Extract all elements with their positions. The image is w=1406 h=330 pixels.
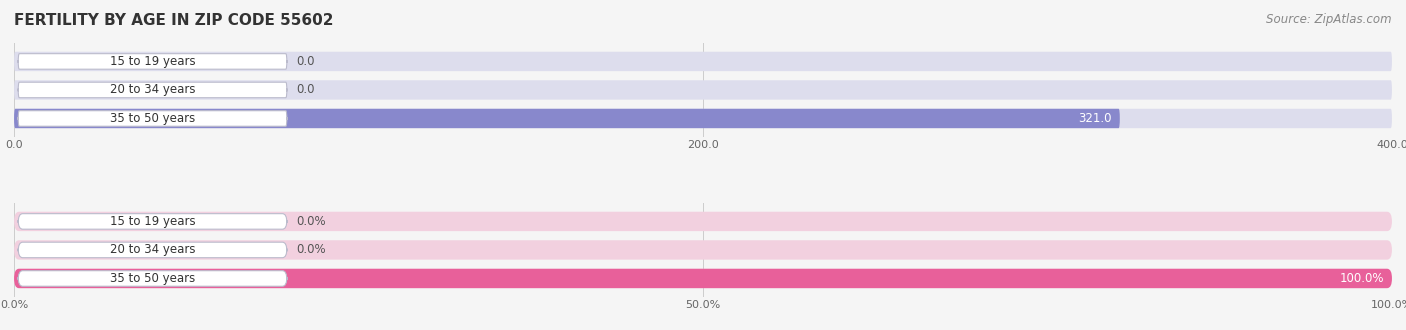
FancyBboxPatch shape (18, 214, 287, 229)
FancyBboxPatch shape (18, 54, 287, 69)
Text: 0.0: 0.0 (297, 55, 315, 68)
Text: 15 to 19 years: 15 to 19 years (110, 55, 195, 68)
FancyBboxPatch shape (18, 82, 287, 98)
Text: Source: ZipAtlas.com: Source: ZipAtlas.com (1267, 13, 1392, 26)
Text: 0.0: 0.0 (297, 83, 315, 96)
Text: 321.0: 321.0 (1078, 112, 1112, 125)
FancyBboxPatch shape (14, 269, 1392, 288)
Text: 35 to 50 years: 35 to 50 years (110, 112, 195, 125)
FancyBboxPatch shape (18, 271, 287, 286)
Text: 15 to 19 years: 15 to 19 years (110, 215, 195, 228)
FancyBboxPatch shape (18, 111, 287, 126)
FancyBboxPatch shape (14, 269, 1392, 288)
FancyBboxPatch shape (14, 52, 1392, 71)
FancyBboxPatch shape (14, 240, 1392, 260)
Text: FERTILITY BY AGE IN ZIP CODE 55602: FERTILITY BY AGE IN ZIP CODE 55602 (14, 13, 333, 28)
FancyBboxPatch shape (14, 109, 1119, 128)
FancyBboxPatch shape (14, 212, 1392, 231)
Text: 20 to 34 years: 20 to 34 years (110, 83, 195, 96)
Text: 100.0%: 100.0% (1339, 272, 1384, 285)
Text: 0.0%: 0.0% (297, 244, 326, 256)
FancyBboxPatch shape (18, 242, 287, 258)
Text: 35 to 50 years: 35 to 50 years (110, 272, 195, 285)
Text: 20 to 34 years: 20 to 34 years (110, 244, 195, 256)
FancyBboxPatch shape (14, 80, 1392, 100)
FancyBboxPatch shape (14, 109, 1392, 128)
Text: 0.0%: 0.0% (297, 215, 326, 228)
